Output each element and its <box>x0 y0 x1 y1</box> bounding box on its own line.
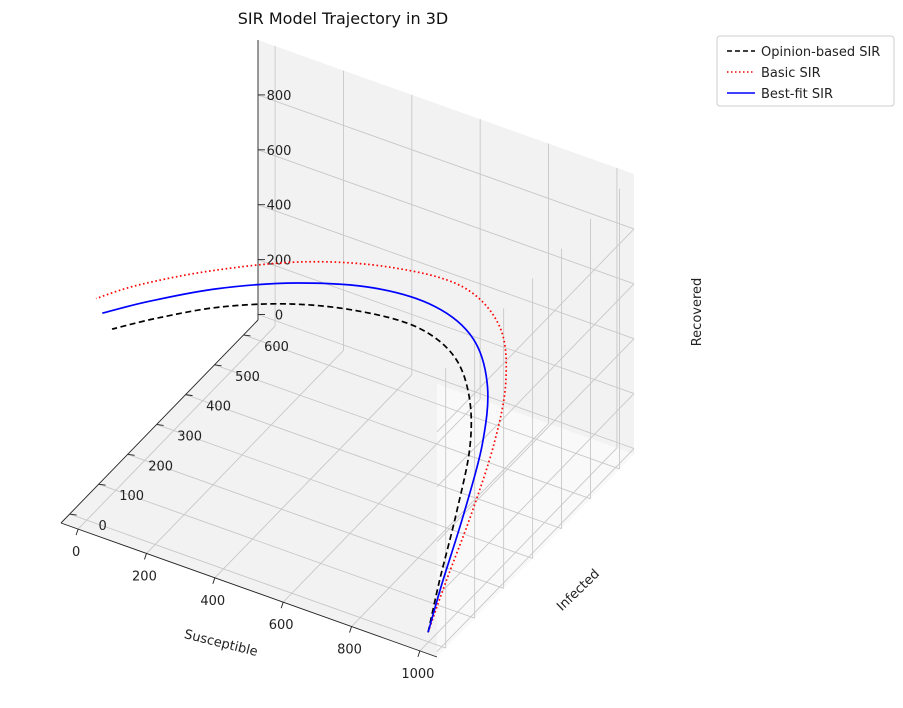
y-tick-label: 500 <box>235 370 260 385</box>
series-line-2 <box>102 282 489 633</box>
y-tick-label: 100 <box>119 489 144 504</box>
chart-title: SIR Model Trajectory in 3D <box>238 9 448 28</box>
grid-lines <box>69 46 635 652</box>
grid-line-x-floor <box>419 447 618 652</box>
grid-line-z-wall <box>436 393 635 597</box>
x-tick-label: 800 <box>337 643 362 658</box>
grid-line-z-back <box>257 259 635 395</box>
y-tick-mark <box>185 394 193 397</box>
pane-back-wall <box>258 40 634 454</box>
grid-line-z-back <box>257 94 635 230</box>
legend-entry-basic: Basic SIR <box>761 66 821 81</box>
y-tick-mark <box>69 513 77 516</box>
axis-lines <box>60 40 438 658</box>
grid-line-y-floor <box>127 453 504 589</box>
y-tick-label: 0 <box>99 519 107 534</box>
grid-line-y-floor <box>69 513 446 649</box>
legend-entry-opinion: Opinion-based SIR <box>761 45 880 60</box>
series-line-0 <box>111 302 473 633</box>
x-tick-mark <box>417 650 421 658</box>
y-tick-mark <box>156 424 164 426</box>
grid-line-z-back <box>257 314 635 449</box>
y-tick-mark <box>127 453 135 456</box>
grid-line-x-floor <box>77 325 276 530</box>
x-axis-label: Susceptible <box>183 627 260 660</box>
x-tick-label: 0 <box>72 545 80 560</box>
grid-line-z-wall <box>436 338 635 543</box>
grid-line-x-floor <box>146 350 344 554</box>
axes-panes <box>61 40 634 657</box>
grid-line-x-floor <box>214 374 413 579</box>
z-tick-label: 800 <box>267 89 292 104</box>
y-tick-mark <box>243 334 251 337</box>
y-tick-label: 200 <box>148 459 173 474</box>
legend: Opinion-based SIR Basic SIR Best-fit SIR <box>716 35 895 107</box>
x-tick-label: 600 <box>269 618 294 633</box>
grid-line-z-back <box>257 149 635 285</box>
x-axis-line <box>60 522 438 658</box>
grid-line-y-floor <box>243 334 620 470</box>
x-tick-mark <box>280 602 284 609</box>
series-lines <box>95 260 508 633</box>
grid-line-x-floor <box>351 423 549 627</box>
y-tick-label: 600 <box>264 340 289 355</box>
z-tick-label: 0 <box>275 309 283 324</box>
y-tick-label: 300 <box>177 429 202 444</box>
y-axis-line <box>60 319 259 524</box>
x-tick-label: 400 <box>200 594 225 609</box>
tick-marks: 0 200 400 600 800 1000 0 100 200 300 400 500 600 0 200… <box>69 89 434 682</box>
x-tick-mark <box>144 553 147 560</box>
grid-line-y-floor <box>156 424 533 559</box>
legend-box <box>716 35 895 107</box>
legend-entry-bestfit: Best-fit SIR <box>761 87 833 102</box>
x-tick-label: 200 <box>132 569 157 584</box>
grid-line-y-floor <box>98 483 475 619</box>
z-tick-label: 600 <box>267 144 292 159</box>
x-tick-mark <box>212 577 216 584</box>
y-axis-label: Infected <box>554 567 603 615</box>
grid-line-x-floor <box>282 398 481 603</box>
grid-line-z-back <box>257 204 635 340</box>
y-tick-mark <box>98 483 106 486</box>
z-tick-label: 400 <box>267 199 292 214</box>
y-tick-label: 400 <box>206 400 231 415</box>
x-tick-label: 1000 <box>401 667 434 682</box>
z-axis-label: Recovered <box>690 278 705 347</box>
y-tick-mark <box>214 364 222 367</box>
x-tick-mark <box>349 626 352 633</box>
grid-line-z-wall <box>436 448 635 652</box>
grid-line-y-floor <box>214 364 591 500</box>
x-tick-mark <box>75 528 79 536</box>
z-tick-label: 200 <box>267 254 292 269</box>
grid-line-y-floor <box>185 394 562 530</box>
